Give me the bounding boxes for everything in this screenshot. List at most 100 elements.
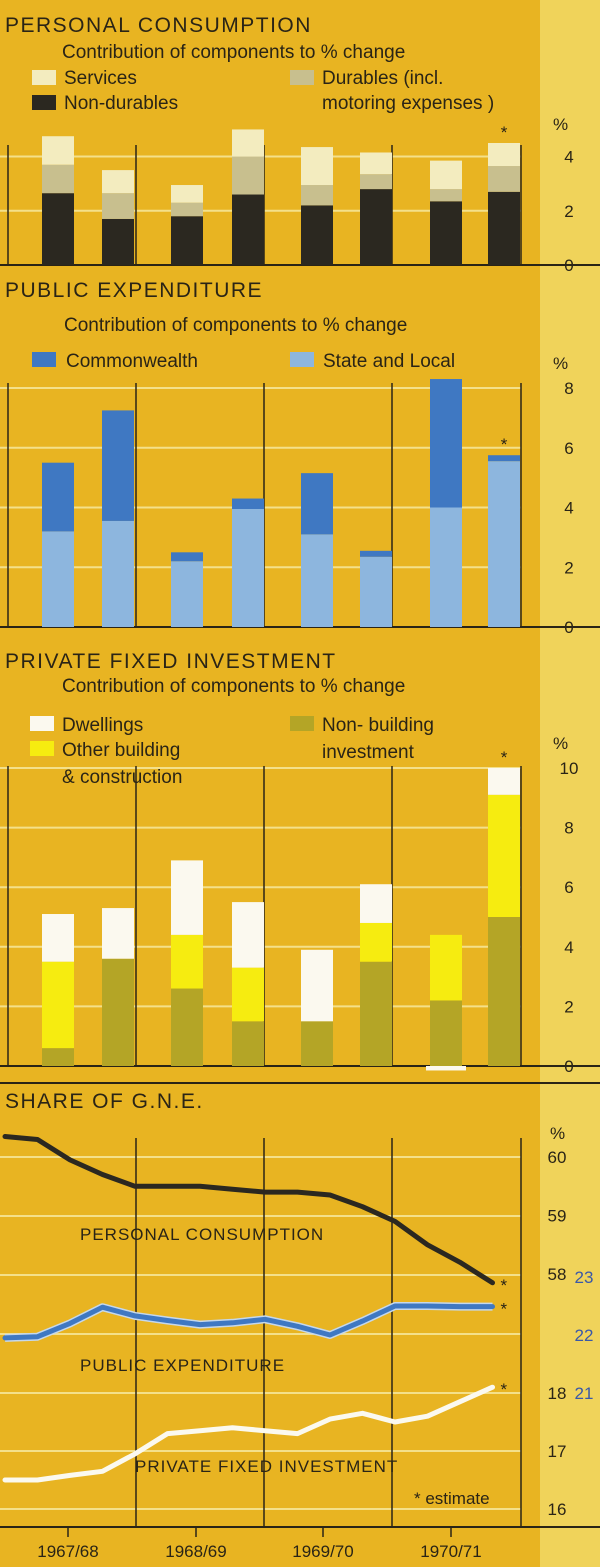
personal-bar-segment [102,170,134,194]
share-estimate-star: * [501,1300,508,1319]
share-series-name: PRIVATE FIXED INVESTMENT [135,1457,398,1476]
share-tick-label: 17 [548,1442,567,1461]
public-bar-segment [360,550,392,557]
share-tick-label: 18 [548,1384,567,1403]
side-strip [540,0,600,1567]
personal-legend-swatch [32,95,56,110]
private-bar-segment [102,908,134,959]
private-estimate-star: * [501,748,508,767]
private-bar-segment [171,860,203,935]
personal-bar-segment [301,185,333,206]
private-tick-label: 6 [564,878,573,897]
share-series-name: PUBLIC EXPENDITURE [80,1356,285,1375]
private-bar-segment [232,967,264,1022]
share-alt-tick-label: 22 [575,1326,594,1345]
public-bar-segment [42,531,74,627]
public-bar-segment [488,455,520,462]
private-legend-swatch [30,716,54,731]
private-bar-segment [488,917,520,1066]
public-subtitle: Contribution of components to % change [64,315,407,336]
public-legend-label: State and Local [323,351,455,372]
personal-bar-segment [102,193,134,219]
public-bar-segment [488,461,520,627]
share-series-line [2,1384,495,1483]
public-unit-label: % [553,354,568,373]
personal-tick-label: 0 [564,256,573,275]
share-alt-tick-label: 23 [575,1268,594,1287]
private-legend-label: Other building [62,740,180,761]
personal-bar-segment [360,152,392,175]
personal-tick-label: 2 [564,202,573,221]
personal-bar-segment [102,218,134,265]
public-legend-label: Commonwealth [66,351,198,372]
public-title: PUBLIC EXPENDITURE [5,279,263,302]
private-subtitle: Contribution of components to % change [62,676,405,697]
private-tick-label: 0 [564,1057,573,1076]
public-bar-segment [430,379,462,508]
public-bar-segment [171,552,203,562]
personal-bar-segment [171,216,203,265]
public-bar-segment [232,508,264,627]
personal-bar-segment [360,189,392,265]
public-bar-segment [102,520,134,627]
personal-bar-segment [232,156,264,195]
personal-bar-segment [171,202,203,217]
year-label: 1969/70 [292,1542,353,1561]
private-bar-segment [171,988,203,1066]
personal-estimate-star: * [501,123,508,142]
year-label: 1967/68 [37,1542,98,1561]
private-bar-segment [301,949,333,1022]
personal-bar-segment [42,164,74,194]
estimate-footnote: * estimate [414,1489,490,1508]
share-tick-label: 58 [548,1265,567,1284]
private-bar-segment [430,1000,462,1066]
personal-legend-swatch [290,70,314,85]
share-series-name: PERSONAL CONSUMPTION [80,1225,324,1244]
private-bar-segment [232,902,264,968]
private-bar-segment [301,1021,333,1066]
personal-legend-label: Services [64,68,137,89]
private-legend-label: Non- building [322,715,434,736]
private-bar-segment [360,922,392,962]
public-bar-segment [301,534,333,627]
private-bar-segment [360,961,392,1066]
year-label: 1968/69 [165,1542,226,1561]
personal-bar-segment [232,194,264,265]
private-bar-segment [488,794,520,917]
private-bar-segment [42,914,74,962]
public-estimate-star: * [501,435,508,454]
private-bar-segment [42,1048,74,1066]
private-legend-label: Dwellings [62,715,143,736]
public-legend-swatch [290,352,314,367]
private-bar-segment [42,961,74,1049]
share-unit-label: % [550,1124,565,1143]
share-tick-label: 16 [548,1500,567,1519]
private-legend-label: & construction [62,767,182,788]
public-bar-segment [301,473,333,535]
private-tick-label: 8 [564,819,573,838]
private-tick-label: 2 [564,997,573,1016]
public-legend-swatch [32,352,56,367]
personal-bar-segment [301,147,333,186]
personal-bar-segment [430,201,462,265]
private-bar-segment [171,934,203,989]
personal-bar-segment [430,189,462,202]
private-bar-segment [430,934,462,1001]
personal-unit-label: % [553,115,568,134]
share-tick-label: 60 [548,1148,567,1167]
share-title: SHARE OF G.N.E. [5,1090,204,1113]
personal-bar-segment [42,136,74,165]
private-bar-segment [232,1021,264,1066]
private-legend-swatch [290,716,314,731]
personal-bar-segment [171,185,203,203]
share-series-line [2,1134,495,1286]
private-bar-negative [426,1066,466,1071]
personal-subtitle: Contribution of components to % change [62,42,405,63]
private-tick-label: 4 [564,938,573,957]
personal-bar-segment [301,205,333,265]
share-estimate-star: * [501,1380,508,1399]
personal-bar-segment [360,174,392,190]
private-bar-segment [102,958,134,1066]
personal-bar-segment [488,191,520,265]
